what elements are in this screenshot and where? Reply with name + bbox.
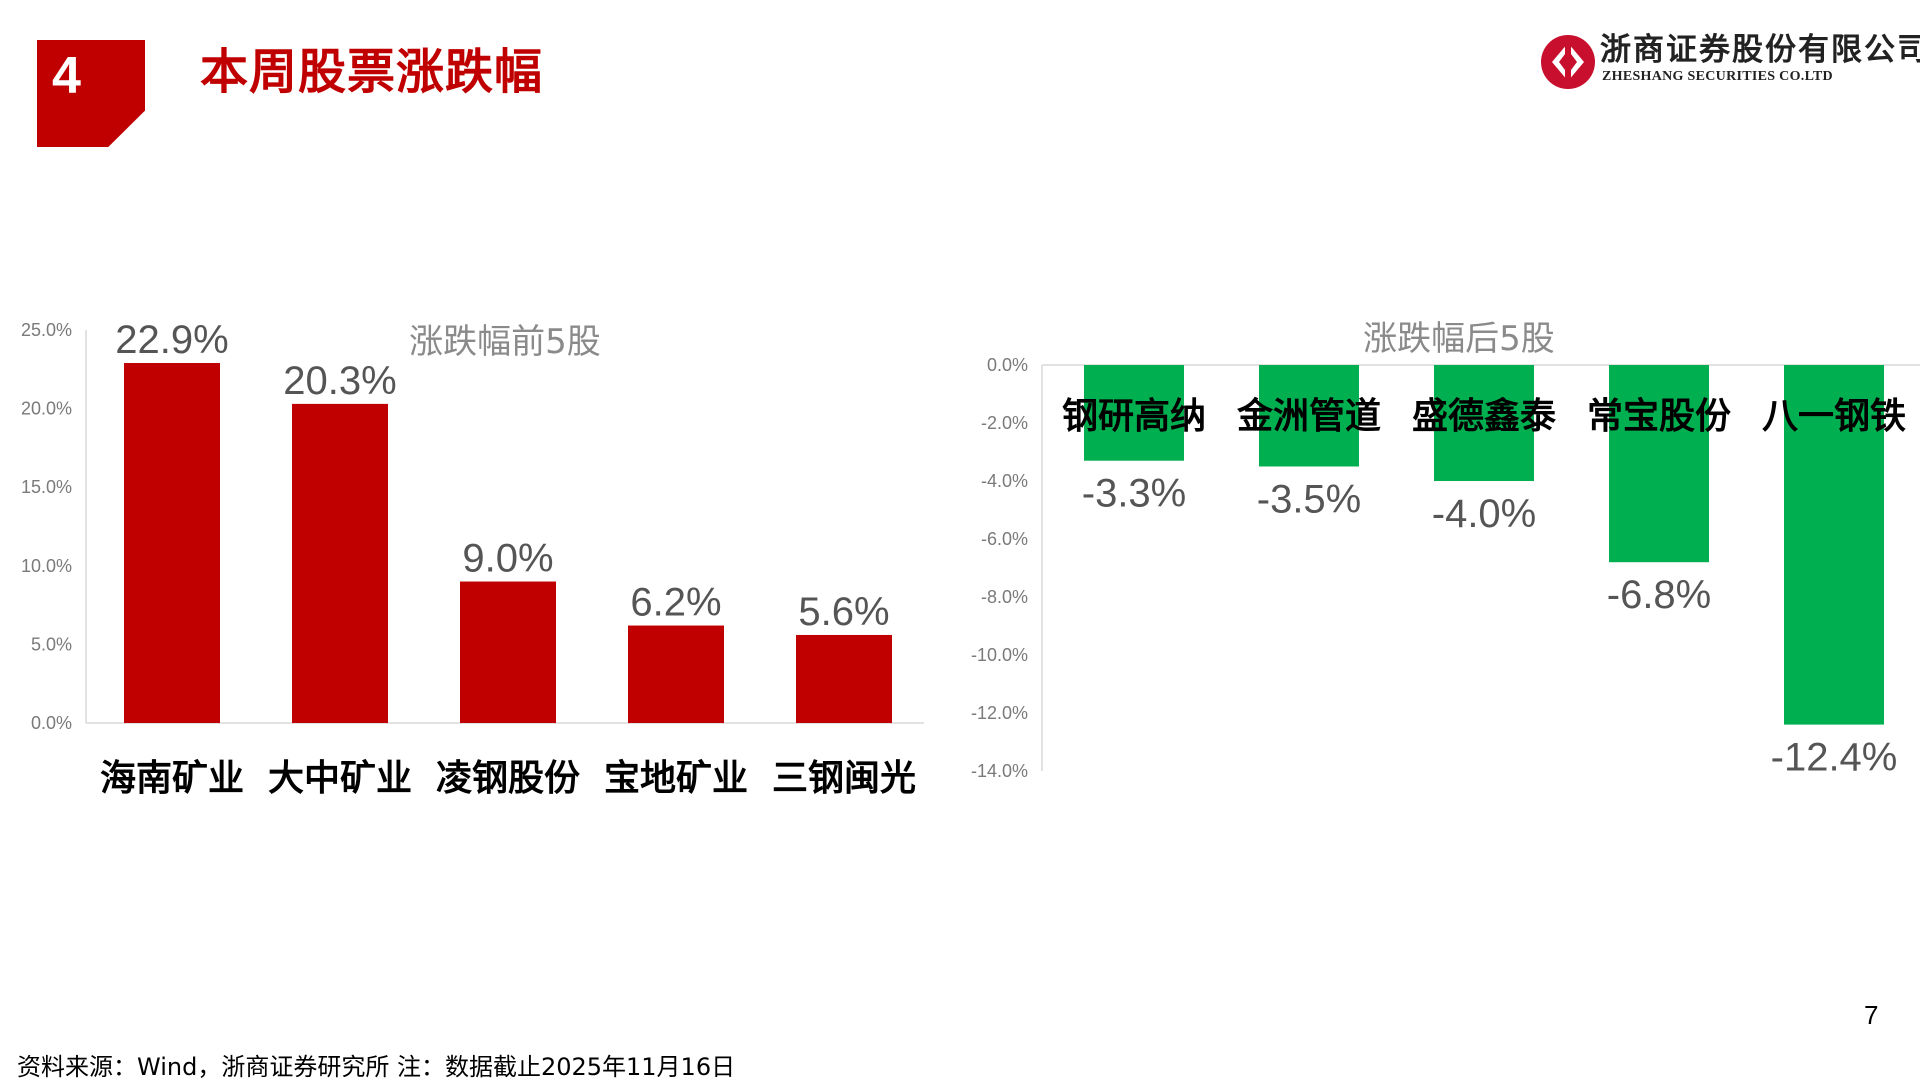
bottom5-data-label: -3.3% bbox=[1082, 472, 1187, 516]
bottom5-data-label: -6.8% bbox=[1607, 573, 1712, 617]
bottom5-y-tick-label: -14.0% bbox=[971, 761, 1028, 781]
top5-y-tick-label: 5.0% bbox=[31, 634, 72, 654]
logo-name-cn: 浙商证券股份有限公司 bbox=[1600, 32, 1920, 68]
bottom5-bar bbox=[1259, 365, 1359, 467]
bottom5-y-tick-label: -2.0% bbox=[981, 413, 1028, 433]
top5-bar bbox=[796, 634, 892, 723]
bottom5-y-tick-label: -4.0% bbox=[981, 471, 1028, 491]
bottom5-category-label: 盛德鑫泰 bbox=[1412, 395, 1557, 437]
top5-category-label: 海南矿业 bbox=[100, 757, 244, 799]
bottom5-data-label: -12.4% bbox=[1771, 736, 1898, 780]
top5-category-label: 宝地矿业 bbox=[604, 757, 748, 799]
section-number-badge: 4 bbox=[37, 40, 145, 147]
zheshang-logo-icon bbox=[1541, 35, 1595, 89]
bottom5-y-tick-label: 0.0% bbox=[987, 355, 1028, 375]
bottom5-y-tick-label: -8.0% bbox=[981, 587, 1028, 607]
page-title: 本周股票涨跌幅 bbox=[200, 44, 544, 100]
top5-bar bbox=[628, 625, 724, 723]
top5-data-label: 20.3% bbox=[283, 359, 396, 403]
top5-data-label: 6.2% bbox=[630, 581, 721, 625]
top5-bar bbox=[460, 581, 556, 723]
top5-category-label: 凌钢股份 bbox=[436, 757, 580, 799]
bottom5-y-tick-label: -6.0% bbox=[981, 529, 1028, 549]
logo-name-en: ZHESHANG SECURITIES CO.LTD bbox=[1602, 69, 1833, 84]
top5-y-tick-label: 25.0% bbox=[21, 320, 72, 340]
top5-data-label: 9.0% bbox=[462, 537, 553, 581]
source-note: 资料来源：Wind，浙商证券研究所 注：数据截止2025年11月16日 bbox=[17, 1053, 736, 1081]
company-logo: 浙商证券股份有限公司 ZHESHANG SECURITIES CO.LTD bbox=[1540, 32, 1920, 92]
page-number: 7 bbox=[1864, 1000, 1879, 1030]
bottom5-category-label: 金洲管道 bbox=[1236, 395, 1381, 437]
bottom5-category-label: 钢研高纳 bbox=[1062, 395, 1206, 437]
top5-y-tick-label: 20.0% bbox=[21, 399, 72, 419]
bottom5-data-label: -3.5% bbox=[1257, 478, 1362, 522]
bottom5-chart-title: 涨跌幅后5股 bbox=[1363, 319, 1555, 359]
bottom5-bar bbox=[1784, 365, 1884, 725]
top5-bar bbox=[124, 363, 220, 723]
bottom5-data-label: -4.0% bbox=[1432, 492, 1537, 536]
bottom5-bar bbox=[1609, 365, 1709, 563]
top5-bar bbox=[292, 403, 388, 723]
top5-data-label: 5.6% bbox=[798, 590, 889, 634]
bottom5-bar bbox=[1084, 365, 1184, 461]
top5-chart-title: 涨跌幅前5股 bbox=[409, 322, 601, 362]
bottom5-y-tick-label: -12.0% bbox=[971, 703, 1028, 723]
bottom5-y-tick-label: -10.0% bbox=[971, 645, 1028, 665]
top5-y-tick-label: 10.0% bbox=[21, 556, 72, 576]
bottom5-category-label: 八一钢铁 bbox=[1762, 395, 1906, 437]
bottom5-category-label: 常宝股份 bbox=[1587, 395, 1731, 437]
top5-y-tick-label: 15.0% bbox=[21, 477, 72, 497]
top5-category-label: 三钢闽光 bbox=[772, 757, 916, 799]
section-number: 4 bbox=[52, 47, 81, 105]
top5-category-label: 大中矿业 bbox=[268, 757, 412, 799]
bottom5-bar bbox=[1434, 365, 1534, 481]
top5-data-label: 22.9% bbox=[115, 318, 228, 362]
top5-y-tick-label: 0.0% bbox=[31, 713, 72, 733]
